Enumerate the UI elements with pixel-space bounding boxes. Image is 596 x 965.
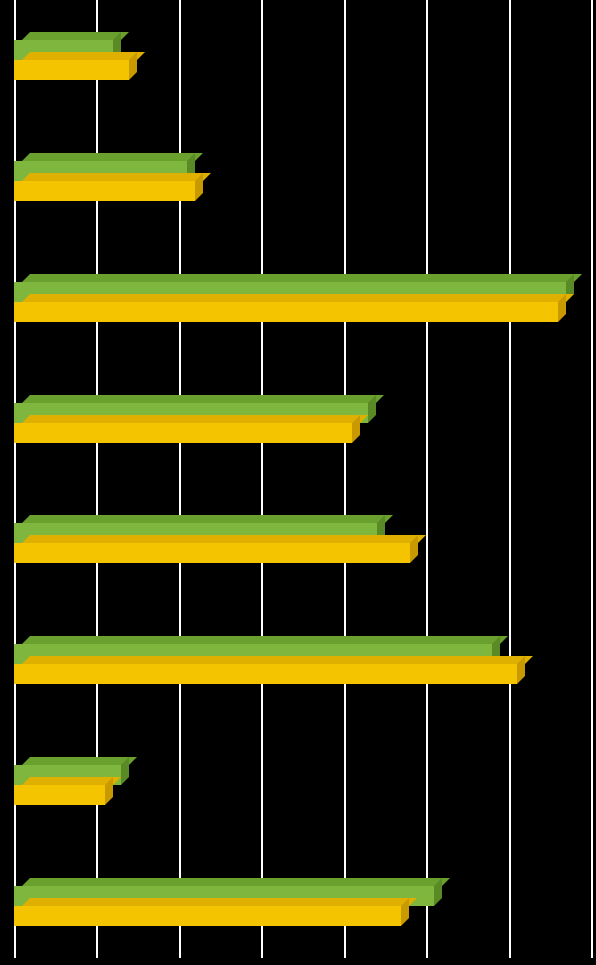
gridline xyxy=(179,0,181,944)
gridline xyxy=(261,0,263,944)
x-tick xyxy=(591,944,593,958)
bar-series-b xyxy=(14,173,203,201)
x-tick xyxy=(426,944,428,958)
bar-series-b xyxy=(14,777,113,805)
bar-series-b xyxy=(14,415,360,443)
gridline xyxy=(509,0,511,944)
x-tick xyxy=(509,944,511,958)
gridline xyxy=(426,0,428,944)
x-tick xyxy=(14,944,16,958)
chart-plot-area xyxy=(14,0,591,944)
gridline xyxy=(344,0,346,944)
bar-series-b xyxy=(14,898,409,926)
bar-series-b xyxy=(14,294,566,322)
x-tick xyxy=(344,944,346,958)
x-tick xyxy=(179,944,181,958)
x-tick xyxy=(96,944,98,958)
bar-series-b xyxy=(14,535,418,563)
gridline xyxy=(591,0,593,944)
x-tick xyxy=(261,944,263,958)
bar-series-b xyxy=(14,52,137,80)
bar-series-b xyxy=(14,656,525,684)
